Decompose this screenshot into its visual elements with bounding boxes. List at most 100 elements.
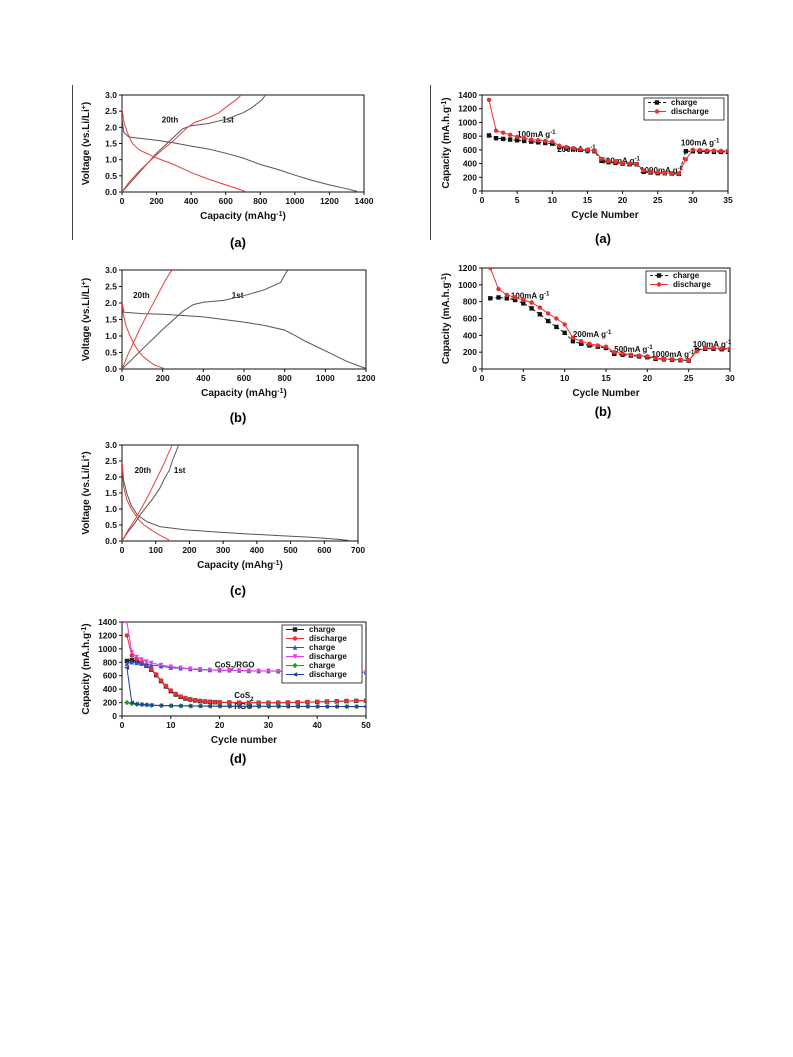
- x-tick-label: 50: [361, 720, 371, 730]
- data-point: [295, 700, 300, 705]
- data-point: [212, 699, 217, 705]
- legend-label: discharge: [673, 280, 711, 289]
- x-tick-label: 35: [723, 195, 733, 205]
- data-point: [703, 345, 708, 351]
- x-tick-label: 600: [219, 196, 233, 206]
- panel-left-a: 0 200 400 600 800 1000 1200 1400 0.0 0.5 1.0 1.5 2.0…: [70, 85, 380, 255]
- legend: chargedischargechargedischargechargedisc…: [281, 624, 363, 684]
- legend-marker: [656, 282, 662, 287]
- data-point: [557, 143, 562, 148]
- data-point: [493, 128, 499, 133]
- y-tick-label: 1.0: [105, 331, 117, 341]
- y-tick-label: 1000: [98, 644, 117, 654]
- data-point: [504, 296, 509, 301]
- panel-left-d: 0 10 20 30 40 50 0 200 400 600 800 1000 1200 1400 Cycl…: [70, 612, 380, 772]
- figure-caption: (c): [230, 583, 246, 598]
- series-line: [122, 117, 358, 192]
- data-point: [294, 704, 300, 709]
- data-point: [496, 295, 501, 300]
- data-point: [285, 704, 291, 709]
- data-point: [305, 699, 310, 705]
- x-axis-label: Capacity (mAhg-1): [197, 560, 283, 572]
- data-point: [634, 161, 639, 167]
- annotation: 1st: [222, 115, 234, 124]
- series-line: [122, 460, 170, 541]
- y-axis-label: Voltage (vs.Li/Li+): [81, 451, 93, 534]
- data-point: [686, 357, 691, 363]
- data-point: [488, 296, 493, 301]
- legend-marker: [292, 662, 298, 669]
- data-point: [178, 694, 183, 699]
- data-point: [514, 138, 520, 143]
- y-tick-label: 1200: [98, 630, 117, 640]
- y-tick-label: 600: [463, 145, 477, 155]
- legend-label: charge: [309, 661, 336, 670]
- y-tick-label: 800: [463, 297, 477, 307]
- data-point: [265, 704, 271, 709]
- figure-caption: (b): [595, 404, 612, 419]
- annotation: 100mA g-1: [681, 139, 720, 148]
- data-point: [207, 667, 213, 673]
- annotation: 100mA g-1: [517, 130, 556, 139]
- x-tick-label: 5: [515, 195, 520, 205]
- y-tick-label: 0.5: [105, 520, 117, 530]
- y-tick-label: 2.0: [105, 298, 117, 308]
- series-line: [126, 667, 366, 707]
- data-point: [344, 698, 349, 704]
- data-point: [521, 138, 527, 144]
- legend-marker: [656, 273, 662, 278]
- data-point: [314, 704, 320, 709]
- data-point: [134, 654, 139, 660]
- x-tick-label: 100: [149, 545, 163, 555]
- annotation: 1st: [174, 466, 186, 475]
- chart-right-b: 0 5 10 15 20 25 30 0 200 400 600 800 1000 1200 Cycle N…: [441, 263, 735, 419]
- data-point: [125, 622, 129, 625]
- data-point: [636, 353, 642, 358]
- data-point: [612, 349, 617, 355]
- y-tick-label: 1.0: [105, 504, 117, 514]
- x-axis-label: Capacity (mAhg-1): [201, 388, 287, 400]
- plot-frame: [481, 94, 729, 192]
- data-point: [676, 171, 681, 176]
- data-point: [168, 664, 173, 670]
- x-tick-label: 600: [317, 545, 331, 555]
- data-point: [193, 697, 198, 703]
- series-group: [486, 97, 728, 177]
- data-point: [158, 678, 164, 683]
- legend-marker: [292, 672, 298, 677]
- chart-left-c: 0 100 200 300 400 500 600 700 0.0 0.5 1.0 1.5 2.0 2.5…: [81, 440, 366, 598]
- data-point: [669, 170, 674, 176]
- data-point: [486, 133, 492, 138]
- data-point: [711, 148, 717, 153]
- y-tick-label: 600: [463, 314, 477, 324]
- data-point: [725, 148, 728, 154]
- data-point: [536, 138, 541, 143]
- x-tick-label: 200: [156, 373, 170, 383]
- data-point: [545, 318, 551, 324]
- y-tick-label: 0.0: [105, 536, 117, 546]
- data-point: [324, 699, 330, 704]
- data-point: [163, 683, 169, 688]
- x-tick-label: 500: [283, 545, 297, 555]
- plot-frame: [121, 269, 367, 370]
- x-axis-label: Cycle Number: [571, 210, 638, 221]
- x-tick-label: 800: [253, 196, 267, 206]
- annotation: 100mA g-1: [693, 340, 732, 349]
- figure-caption: (a): [595, 231, 611, 246]
- data-point: [256, 700, 261, 705]
- data-point: [315, 699, 320, 704]
- data-point: [227, 668, 232, 673]
- data-point: [363, 705, 366, 708]
- annotation: CoS2: [234, 691, 254, 703]
- data-point: [217, 699, 222, 705]
- data-point: [500, 130, 506, 135]
- series-line: [122, 270, 174, 369]
- data-point: [129, 659, 134, 665]
- y-tick-label: 2.5: [105, 282, 117, 292]
- data-point: [655, 170, 660, 175]
- x-tick-label: 5: [521, 373, 526, 383]
- plot-area: 0 5 10 15 20 25 30 0 200 400 600 800 1000 1200 Cycle N…: [441, 263, 735, 399]
- data-point: [129, 653, 134, 658]
- data-point: [134, 660, 139, 666]
